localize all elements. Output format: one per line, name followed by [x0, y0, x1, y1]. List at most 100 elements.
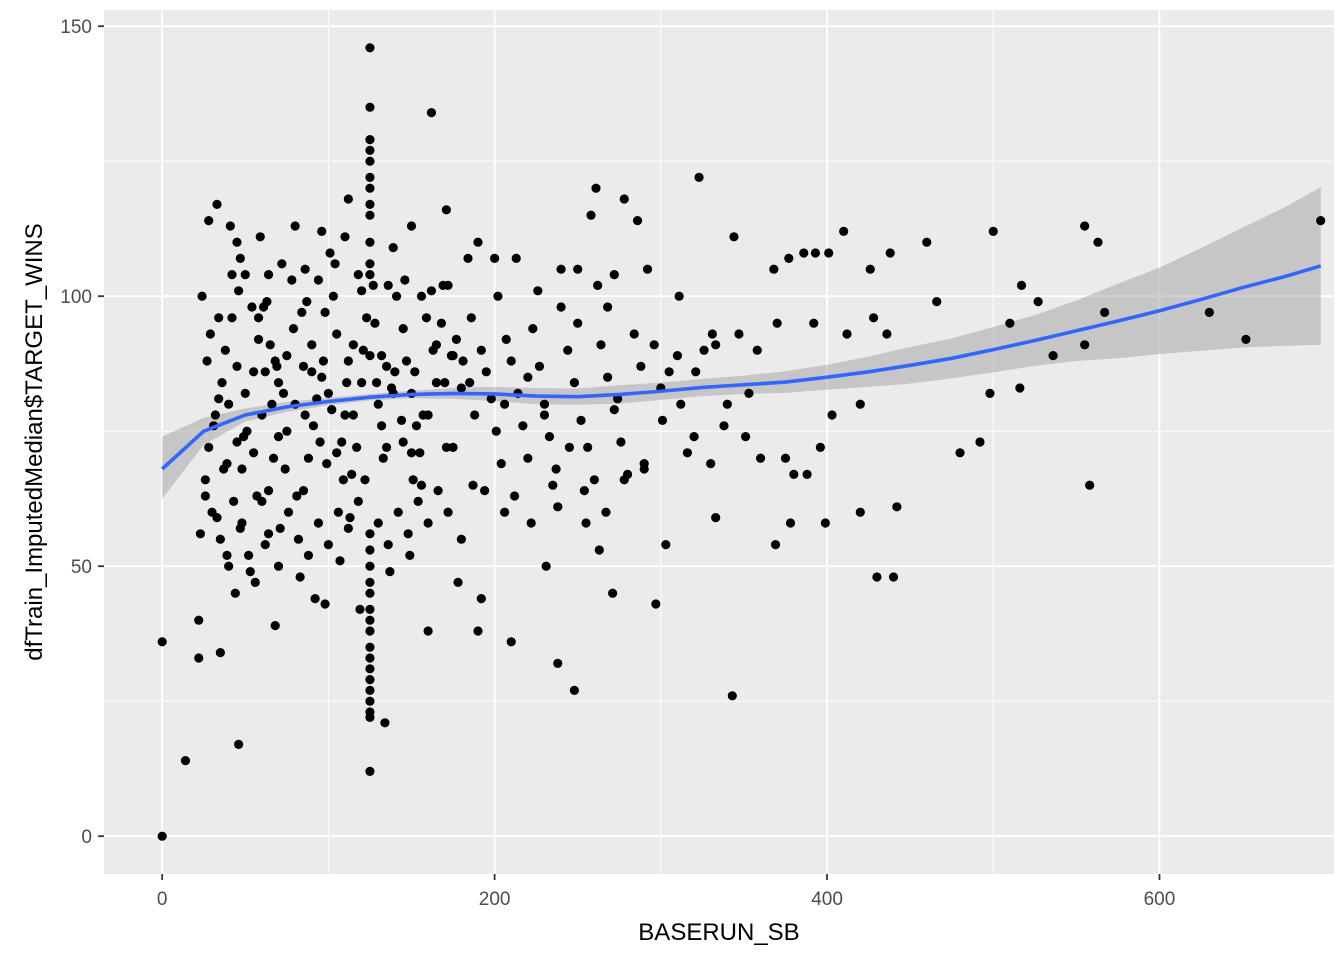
data-point — [448, 442, 458, 452]
data-point — [473, 237, 483, 247]
data-point — [661, 540, 671, 550]
data-point — [496, 459, 506, 469]
data-point — [333, 507, 343, 517]
data-point — [318, 356, 329, 366]
data-point — [1085, 480, 1095, 490]
data-point — [337, 437, 347, 447]
data-point — [273, 378, 284, 388]
data-point — [548, 480, 558, 490]
data-point — [245, 567, 255, 577]
data-point — [365, 529, 375, 539]
data-point — [217, 378, 227, 388]
data-point — [297, 307, 307, 317]
data-point — [365, 696, 375, 706]
data-point — [523, 453, 533, 463]
data-point — [1048, 351, 1058, 361]
data-point — [250, 577, 260, 588]
data-point — [744, 388, 754, 398]
data-point — [591, 183, 601, 193]
data-point — [842, 329, 852, 339]
data-point — [253, 313, 264, 323]
data-point — [415, 448, 425, 458]
data-point — [229, 496, 239, 506]
data-point — [1005, 318, 1015, 328]
data-point — [769, 264, 779, 274]
data-point — [1204, 307, 1214, 317]
data-point — [298, 486, 309, 496]
data-point — [839, 226, 849, 236]
data-point — [204, 216, 214, 226]
data-point — [493, 291, 503, 301]
data-point — [1241, 334, 1251, 344]
data-point — [443, 507, 453, 517]
data-point — [340, 232, 350, 242]
data-point — [320, 307, 330, 317]
data-point — [315, 437, 325, 447]
data-point — [476, 345, 486, 355]
minor-gridlines — [104, 10, 1334, 874]
data-point — [784, 253, 794, 263]
data-point — [423, 410, 433, 420]
data-point — [215, 534, 225, 544]
data-point — [441, 205, 452, 215]
data-point — [235, 523, 245, 534]
data-point — [210, 410, 220, 420]
data-point — [378, 453, 388, 463]
data-point — [240, 388, 250, 398]
data-point — [267, 399, 277, 409]
data-point — [365, 135, 375, 145]
data-point — [436, 318, 447, 328]
data-point — [232, 361, 242, 371]
data-point — [343, 194, 353, 204]
smooth-line — [160, 264, 1322, 471]
data-point — [365, 172, 375, 182]
data-point — [200, 491, 210, 501]
data-point — [393, 507, 403, 517]
data-point — [263, 529, 274, 539]
data-point — [365, 210, 375, 220]
data-point — [1033, 297, 1043, 307]
data-point — [463, 253, 473, 263]
data-point — [501, 334, 511, 344]
data-point — [499, 399, 510, 409]
data-point — [619, 194, 629, 204]
data-point — [499, 507, 510, 517]
data-point — [376, 421, 387, 431]
data-point — [365, 156, 375, 166]
y-axis-ticks: 0 50 100 150 — [60, 17, 104, 848]
data-point — [426, 286, 437, 296]
data-point — [278, 388, 289, 398]
data-point — [343, 523, 353, 534]
data-point — [490, 253, 500, 263]
data-point — [556, 302, 566, 312]
data-point — [307, 367, 317, 377]
data-point — [707, 329, 717, 339]
data-point — [327, 405, 337, 415]
data-point — [308, 421, 319, 431]
data-point — [325, 248, 335, 258]
data-point — [400, 275, 410, 285]
data-point — [809, 318, 819, 328]
data-point — [440, 378, 450, 388]
data-point — [815, 442, 825, 452]
data-point — [224, 561, 234, 571]
data-point — [391, 291, 402, 301]
data-point — [398, 324, 408, 334]
data-point — [885, 248, 895, 258]
data-point — [365, 545, 375, 555]
data-point — [317, 226, 327, 236]
data-point — [431, 378, 442, 388]
data-point — [253, 334, 264, 344]
data-point — [293, 534, 304, 544]
data-point — [383, 280, 393, 290]
data-point — [270, 621, 280, 631]
data-point — [390, 367, 400, 377]
data-point — [423, 518, 433, 528]
data-point — [357, 378, 367, 388]
data-point — [295, 572, 305, 582]
data-point — [413, 496, 423, 506]
data-point — [322, 459, 332, 469]
data-point — [1015, 383, 1025, 393]
data-point — [506, 637, 516, 647]
data-point — [476, 594, 486, 604]
